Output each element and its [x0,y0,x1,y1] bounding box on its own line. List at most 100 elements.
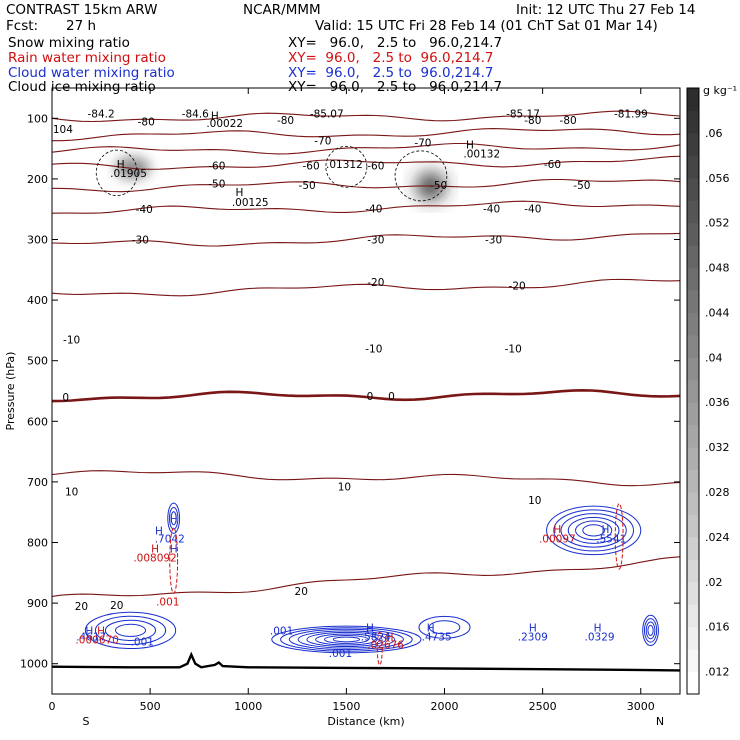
cloud-water-contour [288,628,404,651]
snow-label: .01312 [326,159,363,171]
cloud-water-contour [642,614,659,647]
snow-contour [394,150,448,202]
cloud-water-label: H [170,513,178,525]
temperature-label: -50 [208,179,225,191]
colorbar-segment [687,536,699,560]
temperature-contour [52,388,680,403]
temperature-label: 10 [528,495,541,507]
temperature-label: -30 [485,235,502,247]
temperature-label: 20 [75,601,88,613]
temperature-label: -80 [560,115,577,127]
rain-label: .00097 [539,533,576,545]
temperature-label: -20 [367,277,384,289]
temperature-label: -70 [414,138,431,150]
temperature-label: -40 [524,204,541,216]
y-tick-label: 200 [27,173,48,186]
temperature-label: -81.99 [614,108,648,120]
colorbar-segment [687,267,699,291]
temperature-contour [52,278,680,297]
rain-label: .02676 [367,639,404,651]
y-tick-label: 800 [27,537,48,550]
colorbar-segment [687,155,699,179]
cloud-water-label: H [529,622,537,634]
cloud-water-contour [114,623,147,637]
colorbar-tick-label: .028 [705,486,730,499]
field-name-snow: Snow mixing ratio [8,35,130,51]
x-end-label-left: S [83,715,90,728]
cloud-water-contour [643,618,658,643]
cloud-water-contour [280,627,413,652]
cloud-water-contour [94,615,167,646]
cloud-water-contour [567,516,620,544]
forecast-label: Fcst: [6,18,39,34]
x-tick-label: 2500 [529,700,557,713]
cloud-water-contour [546,505,642,556]
temperature-label: -60 [544,159,561,171]
cloud-water-contour [645,621,656,640]
cloud-water-contour [647,624,654,636]
cloud-water-label: .2309 [518,631,548,643]
organization-label: NCAR/MMM [243,2,321,18]
cloud-water-contour [271,625,422,654]
cloud-water-label: .0329 [585,631,615,643]
temperature-label: -70 [314,136,331,148]
temperature-label: 10 [338,482,351,494]
temperature-contour [52,556,680,597]
temperature-label: -84.2 [87,108,114,120]
cloud-water-contour [418,615,471,639]
y-tick-label: 500 [27,355,48,368]
temperature-label: 10 [65,487,78,499]
temperature-label: -84.6 [182,108,209,120]
snow-label: H [466,139,474,151]
temperature-label: -40 [483,204,500,216]
temperature-label: -40 [365,204,382,216]
colorbar-tick-label: .032 [705,441,730,454]
y-tick-label: 100 [27,112,48,125]
temperature-label: -30 [132,235,149,247]
temperature-contour [52,470,680,487]
cloud-water-contour [104,619,157,641]
colorbar-segment [687,110,699,134]
x-tick-label: 0 [49,700,56,713]
colorbar-tick-label: .056 [705,172,730,185]
rain-label: .001 [156,596,179,608]
colorbar-tick-label: .06 [705,127,723,140]
colorbar-segment [687,290,699,313]
cloud-water-label: .5541 [596,533,626,545]
y-tick-label: 900 [27,597,48,610]
rain-label: H [97,625,105,637]
temperature-label: -50 [430,180,447,192]
rain-contour [169,527,179,594]
snow-label: .00132 [463,148,500,160]
cloud-water-contour [582,524,606,537]
colorbar-segment [687,132,699,156]
colorbar-segment [687,604,699,628]
temperature-label: -50 [573,180,590,192]
colorbar-segment [687,649,699,673]
colorbar-segment [687,88,699,111]
y-axis-label: Pressure (hPa) [4,352,17,431]
cloud-water-label: .4617 [76,631,106,643]
cloud-water-label: H [155,525,163,537]
colorbar-tick-label: .016 [705,621,730,634]
cloud-water-label: .5824 [361,631,391,643]
field-xy-cloud-ice: XY= 96.0, 2.5 to 96.0,214.7 [288,79,503,95]
cloud-water-contour [170,511,177,526]
temperature-contour [52,232,680,247]
colorbar-segment [687,492,699,515]
temperature-label: -60 [208,161,225,173]
snow-label: .01905 [110,168,147,180]
x-tick-label: 2000 [431,700,459,713]
rain-contour [376,631,383,666]
colorbar-segment [687,626,699,650]
temperature-label: -80 [277,115,294,127]
colorbar-segment [687,379,699,403]
colorbar-segment [687,581,699,605]
temperature-label: 20 [295,586,308,598]
snow-label: H [235,187,243,199]
rain-label: H [386,631,394,643]
temperature-label: 20 [110,600,123,612]
plot-frame [51,87,681,695]
cloud-water-label: H [601,524,609,536]
x-tick-label: 1500 [332,700,360,713]
